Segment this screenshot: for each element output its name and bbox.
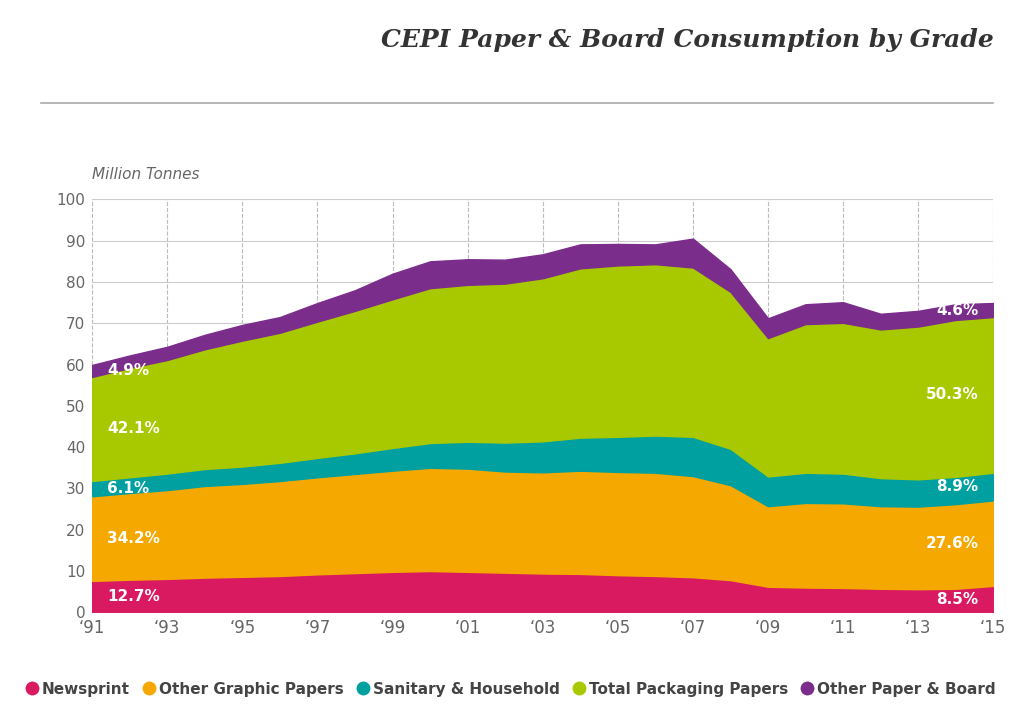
Text: 4.9%: 4.9% xyxy=(108,363,150,379)
Text: Million Tonnes: Million Tonnes xyxy=(92,167,200,182)
Text: 8.9%: 8.9% xyxy=(936,479,978,494)
Text: 4.6%: 4.6% xyxy=(936,303,978,318)
Text: 50.3%: 50.3% xyxy=(926,387,978,402)
Text: 34.2%: 34.2% xyxy=(108,531,160,546)
Text: 6.1%: 6.1% xyxy=(108,481,150,496)
Text: CEPI Paper & Board Consumption by Grade: CEPI Paper & Board Consumption by Grade xyxy=(381,28,993,53)
Text: 8.5%: 8.5% xyxy=(936,592,978,607)
Text: 27.6%: 27.6% xyxy=(926,535,978,550)
Text: 42.1%: 42.1% xyxy=(108,422,160,436)
Legend: Newsprint, Other Graphic Papers, Sanitary & Household, Total Packaging Papers, O: Newsprint, Other Graphic Papers, Sanitar… xyxy=(29,682,995,697)
Text: 12.7%: 12.7% xyxy=(108,589,160,604)
